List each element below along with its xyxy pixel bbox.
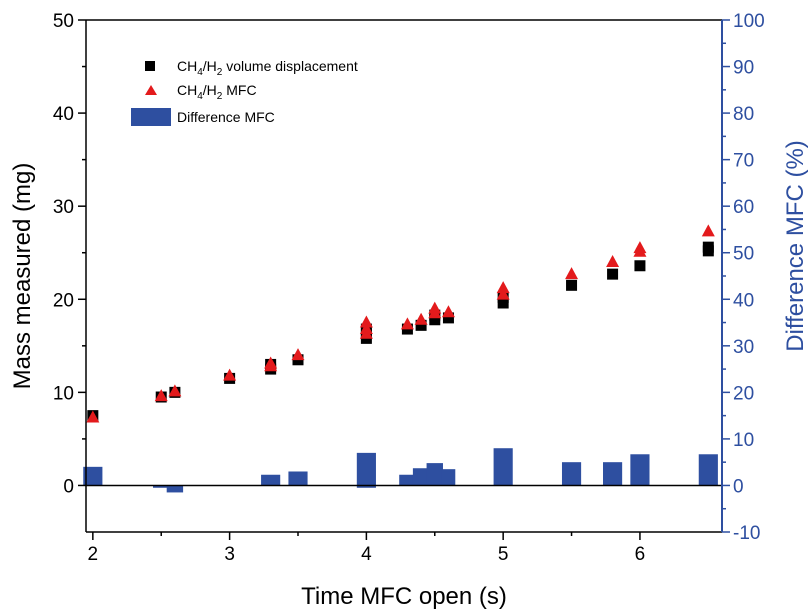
x-tick-label: 4 bbox=[361, 544, 372, 565]
mfc-point bbox=[414, 312, 428, 325]
volume-point bbox=[497, 297, 509, 309]
y2-tick-label: -10 bbox=[733, 523, 760, 544]
mfc-point bbox=[496, 287, 510, 300]
mfc-point bbox=[264, 356, 278, 369]
mfc-point bbox=[400, 317, 414, 330]
difference-bar bbox=[261, 474, 281, 486]
mfc-point bbox=[496, 281, 510, 294]
legend-square-marker bbox=[145, 61, 155, 71]
x-tick-label: 5 bbox=[498, 544, 509, 565]
y-tick-label: 50 bbox=[53, 11, 74, 32]
y2-tick-label: 0 bbox=[733, 476, 744, 497]
y-axis-title: Mass measured (mg) bbox=[9, 163, 36, 390]
mfc-point bbox=[86, 410, 100, 423]
volume-point bbox=[442, 312, 454, 324]
difference-bar bbox=[698, 454, 718, 486]
volume-point bbox=[702, 241, 714, 253]
difference-bar bbox=[603, 462, 623, 486]
legend-label-difference: Difference MFC bbox=[177, 109, 275, 125]
volume-point bbox=[634, 260, 646, 272]
mfc-point bbox=[701, 224, 715, 237]
mfc-point bbox=[168, 384, 182, 397]
y2-tick-label: 50 bbox=[733, 244, 754, 265]
y2-tick-label: 80 bbox=[733, 104, 754, 125]
x-tick-label: 2 bbox=[88, 544, 99, 565]
legend-label-volume: CH4/H2 volume displacement bbox=[177, 58, 358, 78]
mfc-point bbox=[359, 322, 373, 335]
difference-bar bbox=[412, 468, 430, 486]
y2-tick-label: 30 bbox=[733, 337, 754, 358]
difference-bar bbox=[166, 485, 184, 493]
difference-bar bbox=[153, 485, 170, 488]
y-tick-label: 0 bbox=[63, 476, 74, 497]
y2-tick-label: 70 bbox=[733, 151, 754, 172]
y2-ticks: -10 0 10 20 30 40 50 60 70 80 90 100 bbox=[722, 11, 765, 544]
difference-bar bbox=[288, 471, 308, 486]
y2-tick-label: 40 bbox=[733, 290, 754, 311]
volume-point bbox=[607, 268, 619, 280]
mfc-point bbox=[633, 241, 647, 254]
x-axis-title: Time MFC open (s) bbox=[301, 583, 507, 609]
legend-triangle-marker bbox=[145, 85, 157, 95]
difference-bar bbox=[630, 454, 650, 486]
mfc-point bbox=[428, 301, 442, 314]
y-ticks: 0 10 20 30 40 50 bbox=[53, 11, 86, 497]
mfc-point bbox=[441, 305, 455, 318]
y2-tick-label: 100 bbox=[733, 11, 765, 32]
y-tick-label: 10 bbox=[53, 383, 74, 404]
mfc-point bbox=[154, 389, 168, 402]
difference-bar bbox=[493, 448, 513, 486]
mfc-point bbox=[606, 255, 620, 268]
y2-axis-title: Difference MFC (%) bbox=[782, 140, 809, 352]
y2-tick-label: 90 bbox=[733, 58, 754, 79]
difference-bar bbox=[426, 463, 443, 486]
y-tick-label: 30 bbox=[53, 197, 74, 218]
markers-layer bbox=[86, 224, 715, 423]
y-tick-label: 20 bbox=[53, 290, 74, 311]
y2-tick-label: 20 bbox=[733, 383, 754, 404]
legend: CH4/H2 volume displacement CH4/H2 MFC Di… bbox=[131, 58, 358, 126]
mfc-point bbox=[223, 368, 237, 381]
legend-bar-swatch bbox=[131, 108, 171, 126]
mfc-point bbox=[291, 348, 305, 361]
x-tick-label: 6 bbox=[635, 544, 646, 565]
volume-point bbox=[566, 279, 578, 291]
difference-bar bbox=[356, 452, 376, 486]
legend-label-mfc: CH4/H2 MFC bbox=[177, 82, 257, 102]
difference-bar bbox=[356, 485, 376, 488]
y2-tick-label: 60 bbox=[733, 197, 754, 218]
y2-tick-label: 10 bbox=[733, 430, 754, 451]
volume-point bbox=[415, 319, 427, 331]
mfc-point bbox=[359, 315, 373, 328]
difference-bar bbox=[441, 469, 456, 486]
difference-bar bbox=[83, 466, 103, 486]
x-tick-label: 3 bbox=[224, 544, 235, 565]
y-tick-label: 40 bbox=[53, 104, 74, 125]
difference-bar bbox=[561, 462, 582, 486]
difference-bar bbox=[399, 474, 416, 486]
x-ticks: 2 3 4 5 6 bbox=[88, 532, 646, 565]
bars-layer bbox=[83, 448, 718, 493]
mfc-point bbox=[565, 267, 579, 280]
